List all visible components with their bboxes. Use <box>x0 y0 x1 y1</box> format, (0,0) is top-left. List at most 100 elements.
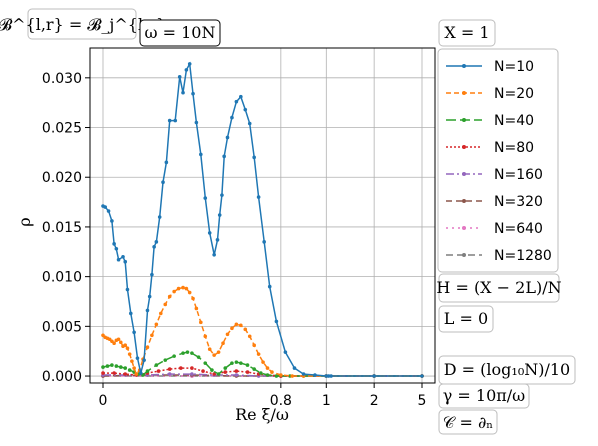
data-point <box>190 372 194 376</box>
data-point <box>150 333 154 338</box>
legend-label: N=160 <box>494 167 543 183</box>
data-point <box>130 359 134 363</box>
data-point <box>150 272 154 277</box>
data-point <box>239 323 243 328</box>
data-point <box>123 372 128 376</box>
data-point <box>154 322 159 327</box>
y-axis-ticks: 0.000 0.005 0.010 0.015 0.020 0.025 0.030 <box>42 71 90 385</box>
data-point <box>222 154 226 159</box>
data-point <box>172 289 176 294</box>
data-point <box>181 351 185 355</box>
y-tick-label: 0.000 <box>42 369 82 385</box>
series-n-20 <box>101 285 424 378</box>
data-point <box>212 353 216 357</box>
series-n-40 <box>101 350 424 378</box>
data-point <box>267 284 272 289</box>
data-point <box>187 290 192 295</box>
y-tick-label: 0.025 <box>42 121 82 137</box>
data-point <box>212 372 216 376</box>
annotation-c: 𝒞 = ∂ₙ <box>438 409 498 435</box>
data-point <box>239 94 243 99</box>
series-n-10 <box>101 61 424 378</box>
annotation-l: L = 0 <box>438 305 494 333</box>
data-point <box>262 240 266 244</box>
data-point <box>154 363 159 367</box>
data-point <box>158 311 163 316</box>
data-point <box>142 358 146 362</box>
data-point <box>245 363 250 367</box>
data-point <box>123 343 128 348</box>
data-point <box>215 238 220 242</box>
data-point <box>210 368 214 372</box>
data-point <box>157 215 162 219</box>
data-point <box>265 373 270 377</box>
data-point <box>125 346 130 351</box>
annotation-x: X = 1 <box>438 19 496 47</box>
annotation-top-left: 𝓑^{l,r} = 𝓑_j^{l,r} <box>0 8 166 40</box>
data-point <box>190 366 194 370</box>
data-point <box>247 334 252 339</box>
data-point <box>134 372 139 376</box>
annotation-gamma-text: γ = 10π/ω <box>443 386 525 405</box>
data-point <box>181 90 185 95</box>
data-point <box>121 254 125 259</box>
data-point <box>265 366 270 370</box>
data-point <box>270 370 274 374</box>
data-point <box>190 351 194 355</box>
data-point <box>101 371 105 375</box>
data-point <box>145 345 150 350</box>
data-point <box>167 118 172 123</box>
annotation-top-left-text: 𝓑^{l,r} = 𝓑_j^{l,r} <box>0 15 166 34</box>
data-point <box>172 354 176 358</box>
data-point <box>207 231 212 235</box>
y-tick-label: 0.005 <box>42 319 82 335</box>
annotation-d-text: D = (log₁₀N)/10 <box>444 360 570 379</box>
data-point <box>223 366 228 370</box>
data-point <box>225 332 230 337</box>
data-point <box>203 361 208 365</box>
data-point <box>125 287 130 292</box>
plot-frame <box>89 47 436 384</box>
data-point <box>245 370 250 374</box>
data-point <box>221 341 225 346</box>
data-point <box>252 155 256 160</box>
data-point <box>118 365 123 369</box>
data-point <box>261 360 265 364</box>
data-point <box>105 364 110 368</box>
data-point <box>187 62 192 66</box>
data-point <box>234 322 239 327</box>
legend-marker <box>462 118 466 122</box>
data-point <box>154 240 159 244</box>
data-point <box>199 320 203 325</box>
data-point <box>156 369 161 373</box>
data-point <box>173 118 178 123</box>
x-tick-label: 2 <box>370 393 379 409</box>
data-point <box>163 302 168 307</box>
data-point <box>123 259 128 264</box>
data-point <box>112 371 116 375</box>
data-point <box>135 356 140 360</box>
data-point <box>132 330 136 335</box>
data-point <box>164 160 169 165</box>
data-point <box>167 372 172 376</box>
data-point <box>256 195 261 199</box>
data-point <box>127 352 132 356</box>
y-axis-label: ρ <box>15 217 34 226</box>
data-point <box>132 366 136 370</box>
data-point <box>252 367 256 371</box>
data-point <box>147 294 152 299</box>
data-point <box>225 135 230 140</box>
axes <box>89 47 436 384</box>
data-point <box>234 360 239 364</box>
x-tick-label: 1 <box>322 393 331 409</box>
data-point <box>177 75 182 79</box>
data-point <box>292 366 297 370</box>
data-point <box>220 193 224 197</box>
data-point <box>161 180 165 184</box>
data-point <box>216 372 221 376</box>
data-point <box>313 373 317 377</box>
data-point <box>145 308 150 313</box>
y-tick-label: 0.010 <box>42 270 82 286</box>
data-point <box>112 242 116 246</box>
legend-label: N=1280 <box>494 248 552 264</box>
